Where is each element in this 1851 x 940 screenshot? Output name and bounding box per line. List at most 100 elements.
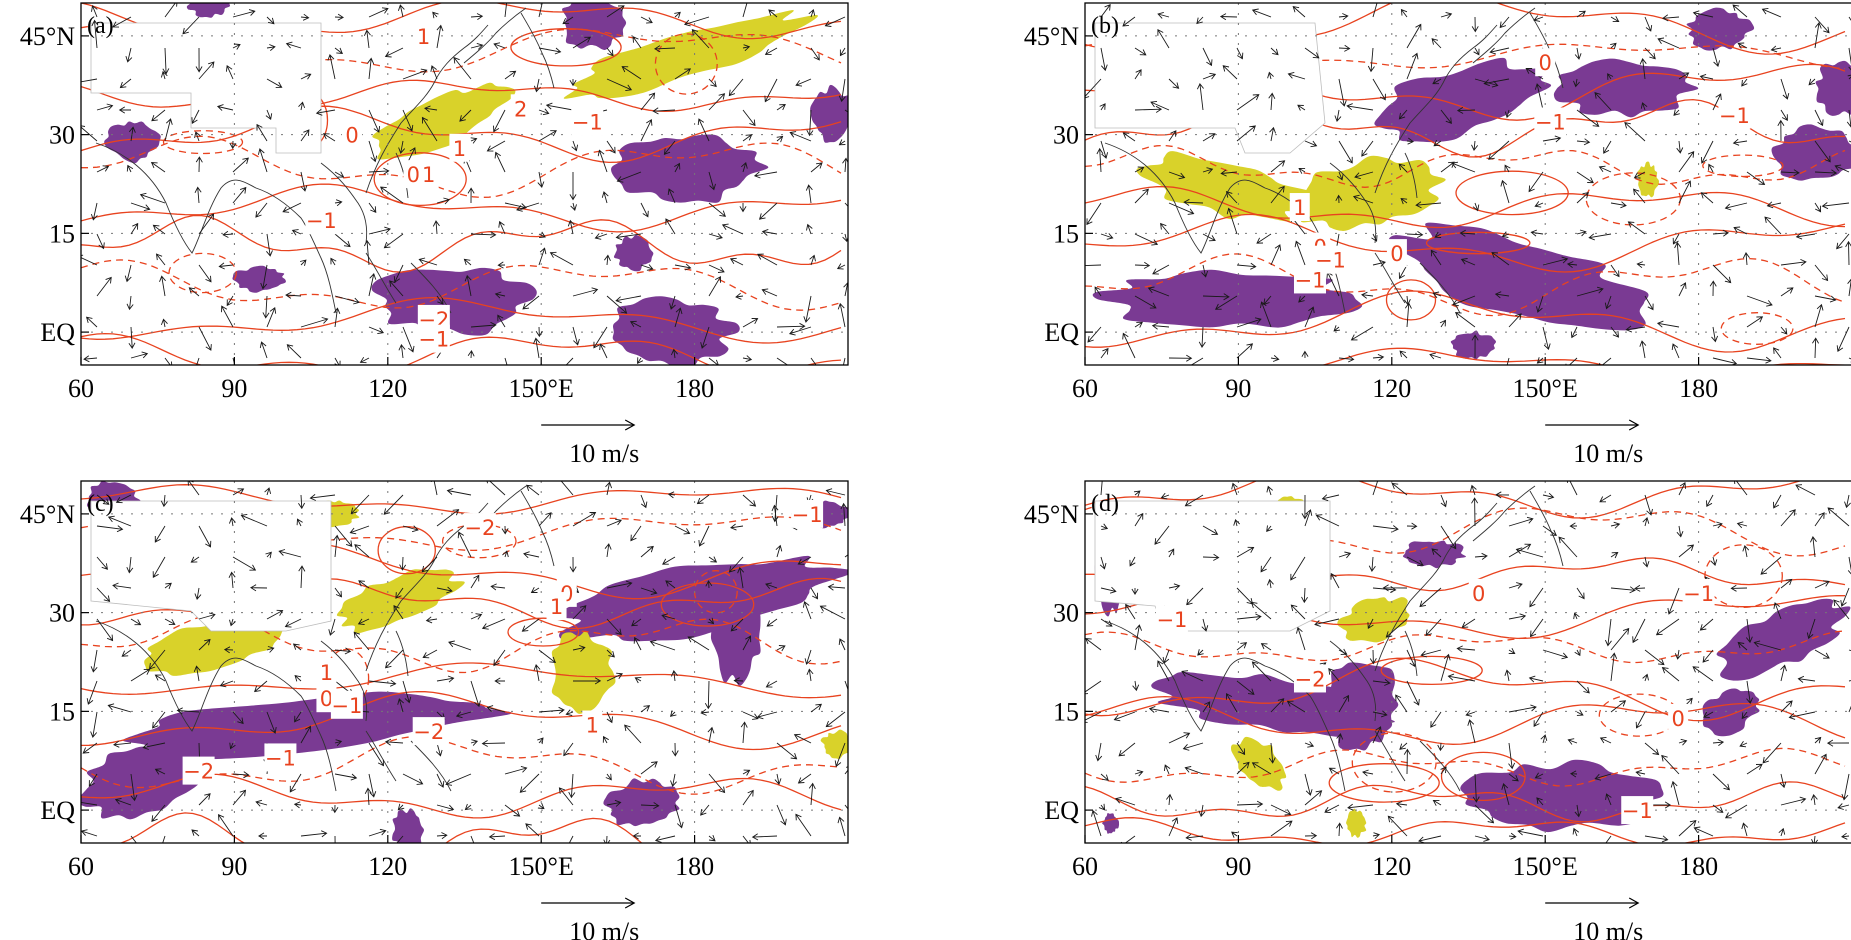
wind-vector <box>1202 525 1219 535</box>
wind-vector <box>384 47 404 58</box>
wind-vector <box>1385 618 1408 638</box>
x-tick-label: 90 <box>221 374 247 403</box>
wind-vector <box>1304 306 1315 328</box>
wind-vector <box>1657 37 1680 49</box>
wind-vector <box>1354 171 1374 180</box>
wind-vector <box>1670 780 1680 806</box>
wind-vector <box>1542 525 1558 536</box>
wind-vector <box>671 742 679 757</box>
wind-vector <box>1338 78 1347 107</box>
wind-vector <box>572 287 599 297</box>
wind-vector <box>1627 221 1646 235</box>
wind-vector <box>334 233 351 248</box>
wind-vector <box>300 13 310 21</box>
contour-loop <box>654 33 718 95</box>
wind-vector <box>1730 584 1748 592</box>
wind-vector <box>229 140 237 150</box>
x-tick-label: 180 <box>675 852 714 881</box>
wind-vector <box>1440 109 1452 124</box>
wind-vector <box>1632 618 1646 644</box>
wind-vector <box>771 494 779 523</box>
wind-vector <box>1100 586 1117 594</box>
wind-vector <box>1406 680 1420 706</box>
contour-loop <box>1380 655 1483 686</box>
wind-vector <box>1847 74 1851 80</box>
wind-vector <box>844 109 848 113</box>
wind-vector <box>399 556 407 571</box>
wind-vector <box>225 65 234 80</box>
wind-vector <box>806 109 814 137</box>
panel-map-body: −1 −2 0 −1 0 −1 <box>1085 481 1851 843</box>
wind-vector <box>1610 652 1618 682</box>
wind-vector <box>1269 126 1277 142</box>
coast-line <box>320 162 368 244</box>
wind-vector <box>1368 556 1376 572</box>
positive-region <box>144 616 289 676</box>
wind-vector <box>606 799 622 807</box>
wind-vector <box>1814 16 1830 34</box>
y-tick-label: 45°N <box>1024 22 1079 51</box>
wind-vector <box>501 525 509 535</box>
wind-vector <box>1098 803 1106 811</box>
wind-vector <box>1434 231 1442 238</box>
wind-vector <box>470 13 484 20</box>
contour-label-bg <box>463 513 496 542</box>
reference-vector-head <box>624 897 636 909</box>
y-tick-label: 45°N <box>20 500 75 529</box>
y-tick-label: 30 <box>1053 599 1079 628</box>
wind-vector <box>240 513 268 527</box>
wind-vector <box>737 566 745 589</box>
wind-vector <box>1304 140 1318 148</box>
wind-vector <box>292 643 302 651</box>
wind-vector <box>299 259 307 267</box>
wind-vector <box>640 494 648 509</box>
x-tick-label: 120 <box>368 374 407 403</box>
wind-vector <box>1406 556 1424 567</box>
wind-vector <box>558 787 574 806</box>
wind-vector <box>1091 809 1102 837</box>
wind-vector <box>1737 641 1748 651</box>
wind-vector <box>1770 45 1782 53</box>
wind-vector <box>1467 719 1476 744</box>
wind-vector <box>1780 169 1800 177</box>
contour-line <box>1085 695 1846 745</box>
wind-vector <box>810 357 817 365</box>
wind-vector <box>96 556 108 570</box>
wind-vector <box>538 130 557 142</box>
wind-vector <box>803 295 812 323</box>
wind-vector <box>1741 822 1749 837</box>
wind-vector <box>640 16 653 24</box>
contour-line <box>81 296 842 344</box>
wind-vector <box>1270 185 1285 204</box>
wind-vector <box>1399 742 1408 750</box>
wind-vector <box>729 257 744 266</box>
wind-vector <box>1780 578 1793 589</box>
positive-region <box>1346 808 1367 838</box>
wind-vector <box>1746 763 1763 775</box>
wind-vector <box>1222 65 1238 80</box>
wind-vector <box>1372 726 1382 744</box>
wind-vector <box>683 16 710 27</box>
wind-vector <box>640 264 654 271</box>
wind-vector <box>1270 698 1285 713</box>
wind-vector <box>1501 231 1510 238</box>
contour-loop <box>162 130 244 155</box>
wind-vector <box>1400 197 1408 205</box>
wind-vector <box>1673 109 1680 116</box>
wind-vector <box>265 109 273 121</box>
wind-vector <box>1474 835 1490 842</box>
wind-vector <box>1610 326 1620 338</box>
wind-vector <box>674 804 684 829</box>
wind-vector <box>398 140 406 154</box>
wind-vector <box>1100 618 1113 627</box>
wind-vector <box>740 721 748 744</box>
wind-vector <box>379 186 404 204</box>
wind-vector <box>1168 354 1193 362</box>
wind-vector <box>152 711 166 729</box>
wind-vector <box>1114 796 1136 806</box>
wind-vector <box>1848 357 1851 363</box>
wind-vector <box>771 504 779 527</box>
wind-vector <box>1746 171 1766 186</box>
wind-vector <box>1814 140 1831 163</box>
wind-vector <box>228 571 236 589</box>
